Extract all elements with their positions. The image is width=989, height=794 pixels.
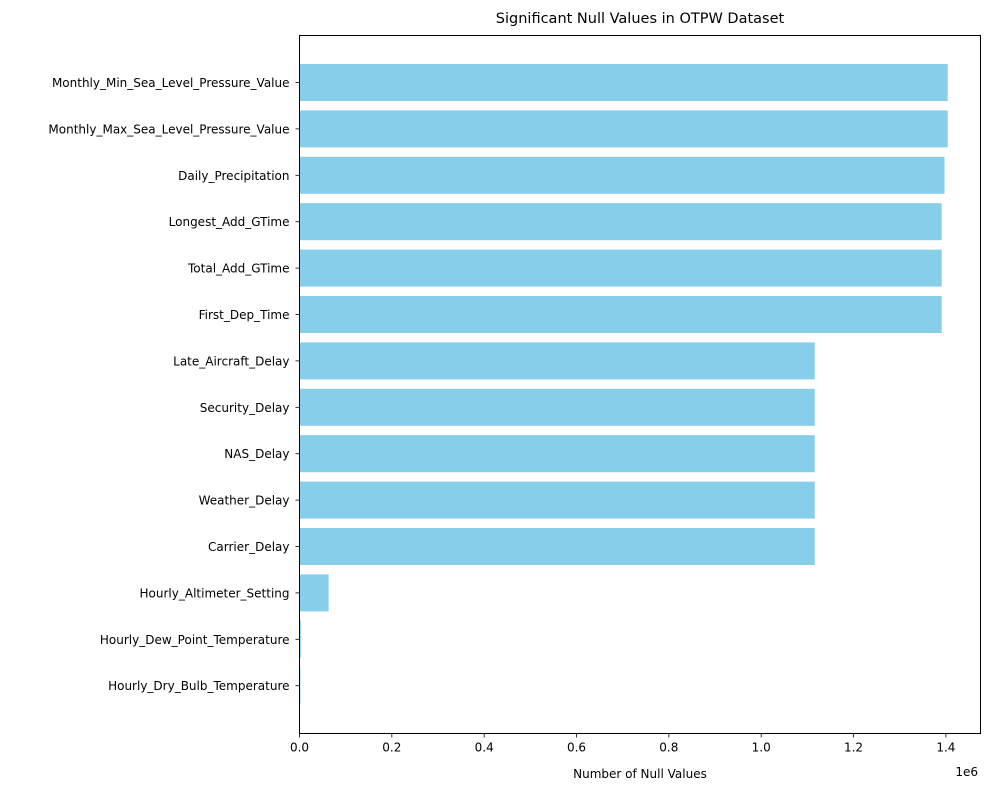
y-tick-label: Hourly_Altimeter_Setting [140,586,290,600]
y-tick-label: Hourly_Dew_Point_Temperature [100,633,290,647]
y-tick-label: First_Dep_Time [199,308,290,322]
bar-hourly-altimeter-setting [299,574,329,612]
x-tick-label: 1.2 [844,741,863,755]
x-tick-label: 1.0 [752,741,771,755]
plot-frame [299,35,981,734]
bar-late-aircraft-delay [299,342,815,380]
x-tick-label: 0.2 [382,741,401,755]
bar-weather-delay [299,481,815,519]
bar-security-delay [299,388,815,426]
bar-first-dep-time [299,296,942,333]
x-tick-label: 0.0 [290,741,309,755]
y-tick-label: Weather_Delay [199,494,290,508]
bar-daily-precipitation [299,156,945,194]
bar-monthly-min-sea-level-pressure-value [299,64,948,101]
y-tick-label: Daily_Precipitation [178,169,289,183]
x-tick-label: 0.6 [567,741,586,755]
x-tick-label: 1.4 [936,741,955,755]
y-tick-label: NAS_Delay [224,447,289,461]
y-tick-label: Hourly_Dry_Bulb_Temperature [108,679,289,693]
y-tick-label: Carrier_Delay [208,540,289,554]
bar-nas-delay [299,435,815,473]
chart-title: Significant Null Values in OTPW Dataset [496,11,785,27]
x-axis-label: Number of Null Values [573,767,707,781]
y-tick-label: Longest_Add_GTime [169,215,290,229]
x-tick-label: 0.8 [659,741,678,755]
bar-hourly-dew-point-temperature [299,620,301,658]
y-tick-label: Security_Delay [200,401,290,415]
y-tick-label: Monthly_Max_Sea_Level_Pressure_Value [48,122,289,136]
x-axis-offset-label: 1e6 [955,765,978,779]
y-tick-label: Total_Add_GTime [187,262,290,276]
y-tick-label: Late_Aircraft_Delay [173,354,289,368]
bar-monthly-max-sea-level-pressure-value [299,110,948,148]
bar-total-add-gtime [299,249,942,287]
bar-carrier-delay [299,528,815,565]
x-tick-label: 0.4 [475,741,494,755]
bar-longest-add-gtime [299,203,942,241]
y-tick-label: Monthly_Min_Sea_Level_Pressure_Value [52,76,290,90]
